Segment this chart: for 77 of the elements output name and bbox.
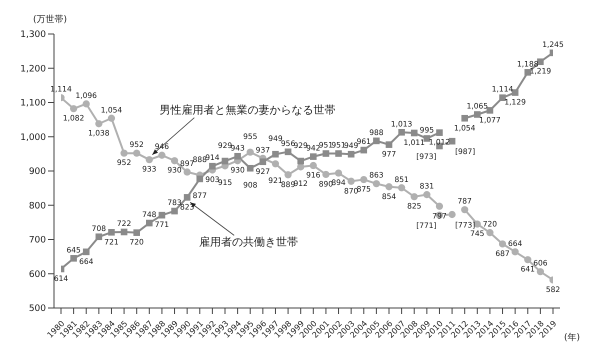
text: 雇用者の共働き世帯 — [199, 235, 298, 248]
point — [272, 160, 280, 168]
text: 男性雇用者と無業の妻からなる世帯 — [159, 104, 336, 117]
point — [486, 107, 494, 114]
point — [398, 128, 405, 136]
point — [70, 255, 77, 262]
point — [310, 162, 317, 170]
point — [499, 94, 506, 102]
point — [410, 193, 418, 200]
point — [461, 114, 468, 122]
point — [486, 229, 494, 236]
point — [96, 233, 102, 240]
point — [524, 256, 532, 264]
y-tick-label: 700 — [28, 236, 46, 246]
point — [95, 120, 102, 128]
point — [385, 183, 393, 190]
point — [360, 146, 368, 154]
point — [209, 162, 216, 170]
point — [158, 152, 166, 159]
y-tick-label: 900 — [28, 167, 46, 178]
point — [170, 157, 178, 164]
y-tick-label: 600 — [28, 270, 46, 280]
point — [436, 129, 443, 136]
y-tick-label: 1,200 — [20, 64, 46, 74]
point — [348, 178, 355, 185]
point — [108, 229, 115, 236]
point — [461, 206, 468, 214]
y-tick-label: 1,000 — [20, 132, 46, 143]
point — [322, 150, 330, 157]
point — [348, 150, 354, 158]
point — [171, 208, 178, 214]
point — [360, 176, 368, 184]
point — [222, 158, 228, 164]
x-axis-title: (年) — [564, 332, 580, 343]
point — [410, 130, 418, 136]
point — [246, 148, 254, 156]
point — [373, 138, 380, 144]
point — [158, 212, 166, 218]
point — [146, 156, 153, 164]
point — [234, 152, 241, 160]
y-tick-label: 500 — [28, 304, 46, 314]
point — [536, 268, 544, 276]
point — [246, 164, 254, 172]
point — [284, 148, 292, 156]
point — [184, 168, 191, 176]
point — [372, 180, 380, 188]
point — [448, 210, 456, 218]
point — [70, 105, 78, 112]
y-axis-title: (万世帯) — [32, 14, 68, 25]
point — [133, 150, 140, 157]
y-tick-label: 800 — [28, 201, 46, 212]
point — [272, 150, 279, 158]
point — [82, 248, 90, 256]
point — [133, 229, 140, 236]
point — [284, 171, 292, 178]
y-tick-label: 1,100 — [20, 98, 46, 109]
point — [120, 228, 128, 236]
y-tick-label: 1,300 — [20, 30, 46, 40]
point — [512, 248, 519, 256]
point — [335, 150, 342, 157]
point — [260, 158, 266, 166]
point — [108, 114, 116, 122]
point — [423, 191, 430, 198]
point — [322, 170, 330, 178]
point — [334, 169, 342, 177]
point — [386, 141, 392, 148]
point — [82, 100, 90, 108]
point — [474, 111, 481, 118]
point — [297, 158, 304, 164]
point — [398, 184, 406, 192]
point — [498, 240, 506, 248]
point — [436, 202, 444, 210]
point — [196, 176, 204, 182]
point — [310, 153, 317, 160]
point — [146, 220, 153, 226]
point — [120, 150, 128, 157]
point — [184, 194, 190, 201]
